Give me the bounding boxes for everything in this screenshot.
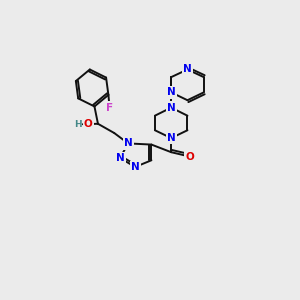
Text: H: H	[74, 120, 82, 129]
Text: N: N	[124, 138, 133, 148]
Text: N: N	[167, 87, 176, 98]
Text: N: N	[167, 103, 176, 112]
Text: N: N	[116, 153, 124, 163]
Text: F: F	[106, 103, 113, 112]
Text: O: O	[185, 152, 194, 162]
Text: N: N	[183, 64, 192, 74]
Text: N: N	[167, 133, 176, 143]
Text: N: N	[131, 162, 140, 172]
Text: O: O	[84, 119, 93, 129]
